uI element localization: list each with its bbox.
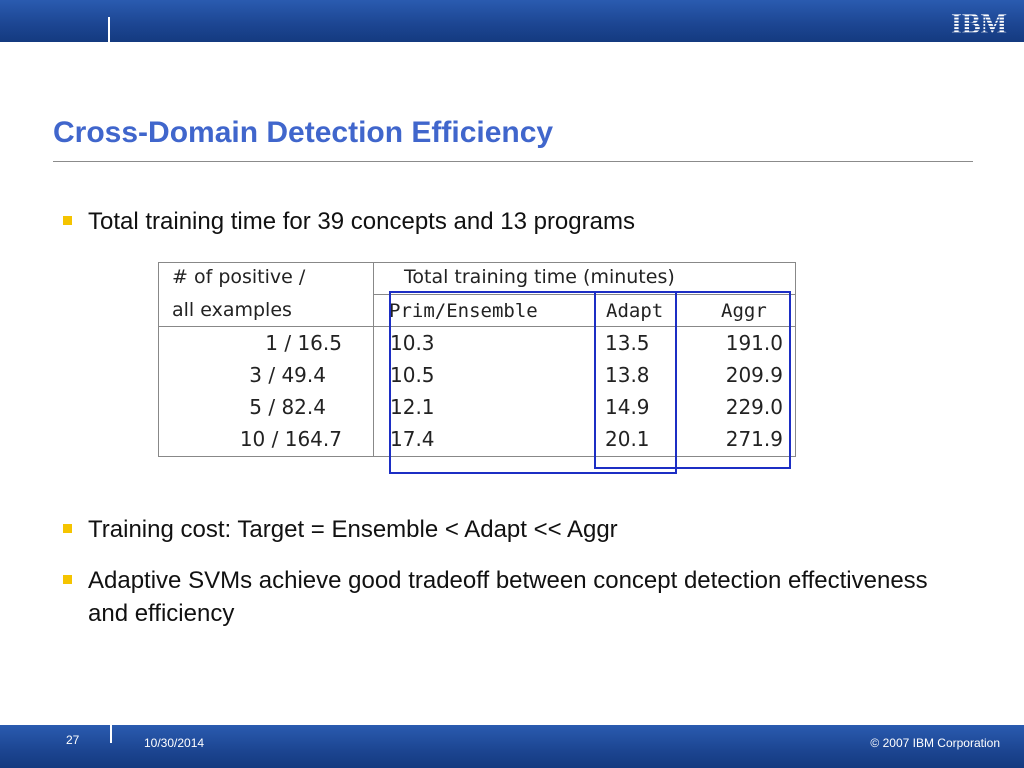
title-divider: [53, 161, 973, 162]
cell-prim: 10.5: [390, 363, 435, 387]
cell-aggr: 229.0: [725, 395, 783, 419]
square-bullet-icon: [63, 216, 72, 225]
cell-examples: 1 / 16.5: [265, 331, 342, 355]
banner-divider: [108, 17, 110, 42]
prim-adapt-highlight-box: [389, 291, 677, 474]
table-border: [158, 262, 796, 457]
cell-adapt: 14.9: [605, 395, 650, 419]
table-column-divider: [373, 262, 374, 457]
cell-examples: 5 / 82.4: [249, 395, 326, 419]
svg-text:IBM: IBM: [951, 9, 1007, 36]
table-group-rule: [374, 294, 796, 295]
cell-examples: 3 / 49.4: [249, 363, 326, 387]
training-time-table: # of positive / all examples Total train…: [158, 262, 796, 457]
cell-prim: 17.4: [390, 427, 435, 451]
bullet-item: Adaptive SVMs achieve good tradeoff betw…: [62, 564, 942, 630]
footer-date: 10/30/2014: [144, 736, 205, 750]
header-prim-ensemble: Prim/Ensemble: [389, 300, 538, 322]
footer-copyright: © 2007 IBM Corporation: [870, 736, 1000, 750]
cell-adapt: 13.8: [605, 363, 650, 387]
ibm-logo: IBM: [951, 9, 1007, 36]
header-adapt: Adapt: [606, 300, 664, 322]
cell-aggr: 271.9: [725, 427, 783, 451]
bullet-item: Training cost: Target = Ensemble < Adapt…: [62, 513, 942, 546]
header-all-examples: all examples: [172, 299, 292, 321]
cell-prim: 10.3: [390, 331, 435, 355]
cell-aggr: 209.9: [725, 363, 783, 387]
bullet-item: Total training time for 39 concepts and …: [62, 205, 942, 238]
slide-title: Cross-Domain Detection Efficiency: [53, 116, 554, 149]
top-banner: IBM: [0, 0, 1024, 42]
bullet-text: Training cost: Target = Ensemble < Adapt…: [88, 516, 618, 543]
footer-divider: [110, 725, 112, 743]
header-positive-examples: # of positive /: [172, 266, 306, 288]
square-bullet-icon: [63, 524, 72, 533]
cell-prim: 12.1: [390, 395, 435, 419]
bullet-text: Total training time for 39 concepts and …: [88, 208, 635, 235]
bullet-text: Adaptive SVMs achieve good tradeoff betw…: [88, 567, 928, 627]
header-aggr: Aggr: [721, 300, 767, 322]
cell-adapt: 20.1: [605, 427, 650, 451]
square-bullet-icon: [63, 575, 72, 584]
page-number: 27: [66, 733, 80, 747]
adapt-aggr-highlight-box: [594, 291, 791, 469]
cell-adapt: 13.5: [605, 331, 650, 355]
cell-examples: 10 / 164.7: [239, 427, 342, 451]
table-header-rule: [158, 326, 796, 327]
header-total-training-time: Total training time (minutes): [404, 266, 675, 288]
footer-bar: 27 10/30/2014 © 2007 IBM Corporation: [0, 725, 1024, 768]
cell-aggr: 191.0: [725, 331, 783, 355]
